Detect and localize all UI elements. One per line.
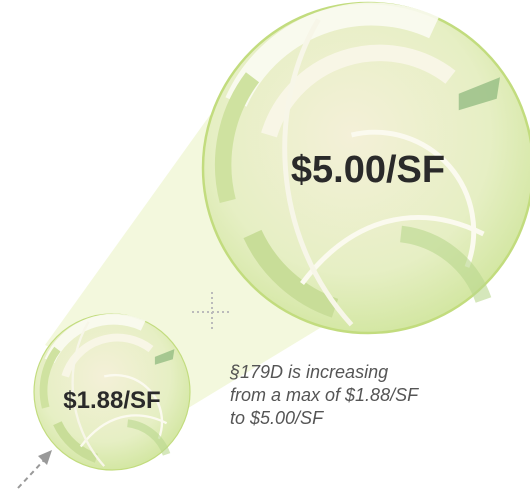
small-value: $1.88/SF (63, 387, 160, 414)
caption-line: from a max of $1.88/SF (230, 385, 419, 405)
infographic: $5.00/SF $1.88/SF §179D is increasing fr… (0, 0, 530, 490)
large-value: $5.00/SF (291, 149, 445, 191)
arrow (18, 450, 52, 488)
caption-line: §179D is increasing (229, 362, 388, 382)
caption-line: to $5.00/SF (230, 408, 324, 428)
